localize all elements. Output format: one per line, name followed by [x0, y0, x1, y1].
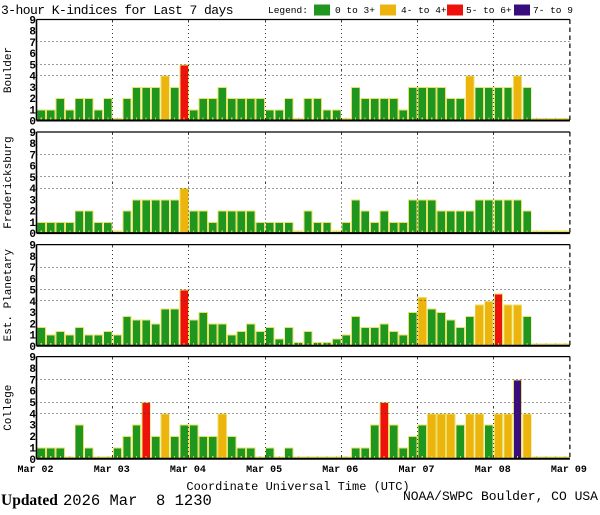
svg-text:8: 8 — [29, 252, 36, 264]
svg-text:NOAA/SWPC Boulder, CO USA: NOAA/SWPC Boulder, CO USA — [403, 489, 598, 504]
svg-text:4: 4 — [29, 184, 36, 196]
svg-text:0: 0 — [29, 342, 36, 354]
svg-text:8: 8 — [29, 27, 36, 39]
svg-text:4: 4 — [29, 297, 36, 309]
svg-text:5: 5 — [29, 60, 36, 72]
svg-text:5: 5 — [29, 398, 36, 410]
svg-text:Mar 02: Mar 02 — [17, 465, 53, 476]
svg-text:Mar 06: Mar 06 — [322, 465, 358, 476]
svg-text:1: 1 — [29, 105, 36, 117]
svg-text:2026 Mar 8 1230: 2026 Mar 8 1230 — [63, 492, 212, 510]
svg-text:6: 6 — [29, 162, 36, 174]
svg-text:6: 6 — [29, 49, 36, 61]
svg-text:2: 2 — [29, 94, 36, 106]
svg-text:College: College — [3, 385, 15, 431]
svg-text:3: 3 — [29, 421, 36, 433]
svg-text:9: 9 — [29, 353, 36, 365]
svg-text:8: 8 — [29, 364, 36, 376]
svg-text:5- to 6+: 5- to 6+ — [466, 5, 512, 16]
svg-text:3: 3 — [29, 195, 36, 207]
svg-text:Mar 07: Mar 07 — [398, 465, 434, 476]
svg-text:6: 6 — [29, 274, 36, 286]
svg-text:Mar 09: Mar 09 — [551, 465, 587, 476]
svg-text:1: 1 — [29, 443, 36, 455]
svg-text:0: 0 — [29, 229, 36, 241]
svg-text:5: 5 — [29, 286, 36, 298]
svg-text:1: 1 — [29, 331, 36, 343]
svg-text:7: 7 — [29, 150, 36, 162]
svg-text:Mar 05: Mar 05 — [246, 465, 282, 476]
svg-text:Fredericksburg: Fredericksburg — [3, 136, 15, 228]
svg-text:Boulder: Boulder — [3, 47, 15, 93]
svg-text:8: 8 — [29, 139, 36, 151]
svg-text:4- to 4+: 4- to 4+ — [401, 5, 447, 16]
svg-text:2: 2 — [29, 319, 36, 331]
svg-text:7: 7 — [29, 375, 36, 387]
svg-text:6: 6 — [29, 387, 36, 399]
svg-text:2: 2 — [29, 432, 36, 444]
svg-text:9: 9 — [29, 241, 36, 253]
svg-text:0 to 3+: 0 to 3+ — [335, 5, 375, 16]
svg-text:9: 9 — [29, 16, 36, 28]
svg-text:0: 0 — [29, 455, 36, 467]
svg-text:4: 4 — [29, 409, 36, 421]
svg-text:4: 4 — [29, 72, 36, 84]
svg-text:Est. Planetary: Est. Planetary — [3, 249, 15, 342]
svg-text:7: 7 — [29, 263, 36, 275]
svg-text:0: 0 — [29, 117, 36, 129]
svg-text:3: 3 — [29, 308, 36, 320]
svg-text:5: 5 — [29, 173, 36, 185]
svg-text:3-hour K-indices for Last 7 da: 3-hour K-indices for Last 7 days — [1, 3, 233, 18]
svg-text:Mar 03: Mar 03 — [94, 465, 130, 476]
svg-text:7- to 9: 7- to 9 — [533, 5, 573, 16]
svg-text:9: 9 — [29, 128, 36, 140]
svg-text:Mar 08: Mar 08 — [475, 465, 511, 476]
svg-text:1: 1 — [29, 218, 36, 230]
svg-text:3: 3 — [29, 83, 36, 95]
svg-text:Updated: Updated — [1, 492, 58, 509]
svg-text:7: 7 — [29, 38, 36, 50]
svg-text:Coordinate Universal Time (UTC: Coordinate Universal Time (UTC) — [186, 480, 409, 494]
svg-text:Legend:: Legend: — [268, 5, 308, 16]
svg-text:Mar 04: Mar 04 — [170, 465, 206, 476]
svg-text:2: 2 — [29, 207, 36, 219]
